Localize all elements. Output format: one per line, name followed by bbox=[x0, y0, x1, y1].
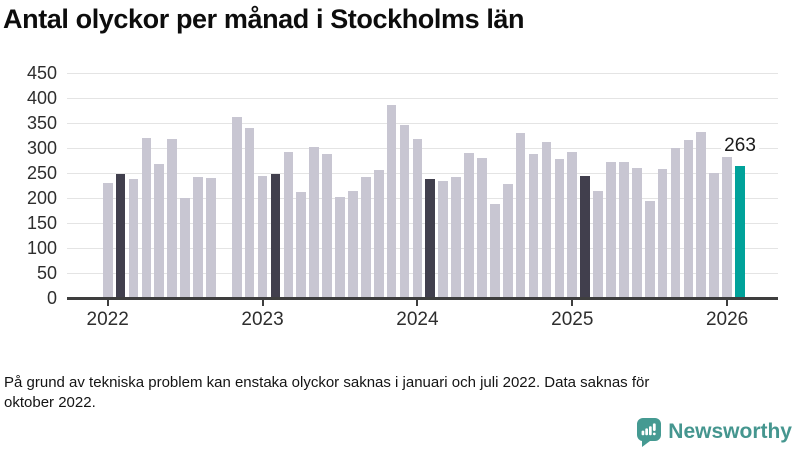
bar-2024-08 bbox=[502, 184, 513, 298]
newsworthy-logo[interactable]: Newsworthy bbox=[637, 417, 792, 447]
bar-2023-03 bbox=[283, 151, 294, 298]
x-axis-line bbox=[67, 296, 778, 300]
y-tick-label-50: 50 bbox=[36, 262, 57, 283]
bar-2025-01 bbox=[567, 151, 578, 298]
gridline-100 bbox=[67, 247, 778, 249]
x-tick-2025 bbox=[571, 298, 574, 306]
bar-2023-08 bbox=[348, 190, 358, 298]
y-tick-label-400: 400 bbox=[26, 87, 57, 108]
bar-2022-12 bbox=[244, 128, 255, 298]
bar-2025-11 bbox=[696, 132, 707, 298]
bar-2025-12 bbox=[709, 173, 720, 298]
bar-2022-02 bbox=[115, 173, 126, 298]
bar-2025-07 bbox=[644, 201, 655, 298]
x-tick-label-2024: 2024 bbox=[396, 309, 439, 330]
bar-2022-04 bbox=[141, 137, 152, 298]
y-tick-label-300: 300 bbox=[26, 137, 57, 158]
gridline-350 bbox=[67, 122, 778, 124]
newsworthy-wordmark: Newsworthy bbox=[668, 420, 792, 443]
bar-2024-09 bbox=[515, 132, 526, 298]
bar-2025-04 bbox=[606, 161, 616, 298]
page-title: Antal olyckor per månad i Stockholms län bbox=[3, 4, 525, 34]
y-tick-label-450: 450 bbox=[26, 63, 57, 83]
bar-2023-05 bbox=[309, 147, 320, 298]
bar-2025-08 bbox=[657, 169, 668, 298]
x-tick-label-2022: 2022 bbox=[86, 309, 129, 330]
footnote: På grund av tekniska problem kan enstaka… bbox=[4, 373, 784, 413]
y-tick-label-100: 100 bbox=[26, 237, 57, 258]
bar-2023-06 bbox=[322, 154, 332, 298]
bar-2025-09 bbox=[670, 147, 681, 298]
bar-2024-11 bbox=[541, 141, 552, 298]
bar-2022-11 bbox=[231, 117, 242, 298]
bar-2025-10 bbox=[683, 140, 694, 298]
gridline-200 bbox=[67, 197, 778, 199]
x-tick-2026 bbox=[726, 298, 729, 306]
bar-2025-02 bbox=[580, 175, 591, 298]
gridline-450 bbox=[67, 73, 778, 74]
gridline-50 bbox=[67, 272, 778, 274]
latest-value-label: 263 bbox=[721, 135, 759, 158]
bar-2023-10 bbox=[373, 170, 384, 298]
bar-2022-09 bbox=[206, 177, 216, 298]
bar-2024-12 bbox=[554, 159, 565, 298]
bar-2024-04 bbox=[451, 177, 461, 298]
bar-2022-05 bbox=[154, 163, 165, 298]
x-tick-label-2023: 2023 bbox=[241, 309, 284, 330]
bar-2022-06 bbox=[167, 139, 178, 298]
bar-2025-06 bbox=[631, 168, 642, 298]
y-tick-label-250: 250 bbox=[26, 162, 57, 183]
bar-2022-03 bbox=[128, 179, 139, 298]
bar-2024-01 bbox=[412, 139, 423, 298]
gridline-250 bbox=[67, 172, 778, 174]
bar-2024-02 bbox=[425, 179, 436, 298]
bar-2023-01 bbox=[257, 176, 268, 298]
footnote-line-1: På grund av tekniska problem kan enstaka… bbox=[4, 374, 650, 391]
newsworthy-speech-bubble-chart-icon bbox=[637, 417, 662, 447]
bar-2023-12 bbox=[399, 125, 410, 298]
bar-2026-02 bbox=[735, 166, 745, 298]
x-tick-label-2026: 2026 bbox=[705, 309, 749, 330]
bar-2026-01 bbox=[722, 155, 732, 298]
bar-2023-09 bbox=[360, 177, 371, 298]
bar-2024-06 bbox=[477, 158, 487, 298]
bar-2025-03 bbox=[593, 191, 603, 298]
bar-2023-04 bbox=[296, 192, 307, 298]
bar-2024-03 bbox=[438, 180, 449, 298]
y-tick-label-200: 200 bbox=[26, 187, 57, 208]
bar-2023-02 bbox=[270, 173, 281, 298]
footnote-line-2: oktober 2022. bbox=[4, 394, 96, 411]
bar-2023-07 bbox=[335, 196, 345, 298]
x-tick-label-2025: 2025 bbox=[551, 309, 594, 330]
bar-2024-05 bbox=[464, 153, 474, 298]
y-tick-label-150: 150 bbox=[26, 212, 57, 233]
bar-2022-08 bbox=[193, 177, 203, 298]
gridline-300 bbox=[67, 147, 778, 149]
gridline-400 bbox=[67, 97, 778, 99]
gridline-150 bbox=[67, 222, 778, 224]
x-tick-2023 bbox=[261, 298, 264, 306]
bar-2022-01 bbox=[102, 182, 113, 298]
x-tick-2022 bbox=[106, 298, 109, 306]
bar-2024-10 bbox=[528, 154, 539, 298]
bar-2024-07 bbox=[490, 204, 500, 298]
x-tick-2024 bbox=[416, 298, 419, 306]
y-tick-label-350: 350 bbox=[26, 112, 57, 133]
bar-2023-11 bbox=[386, 105, 397, 298]
bar-2022-07 bbox=[180, 197, 190, 298]
bar-2025-05 bbox=[619, 162, 629, 298]
y-tick-label-0: 0 bbox=[46, 287, 57, 308]
